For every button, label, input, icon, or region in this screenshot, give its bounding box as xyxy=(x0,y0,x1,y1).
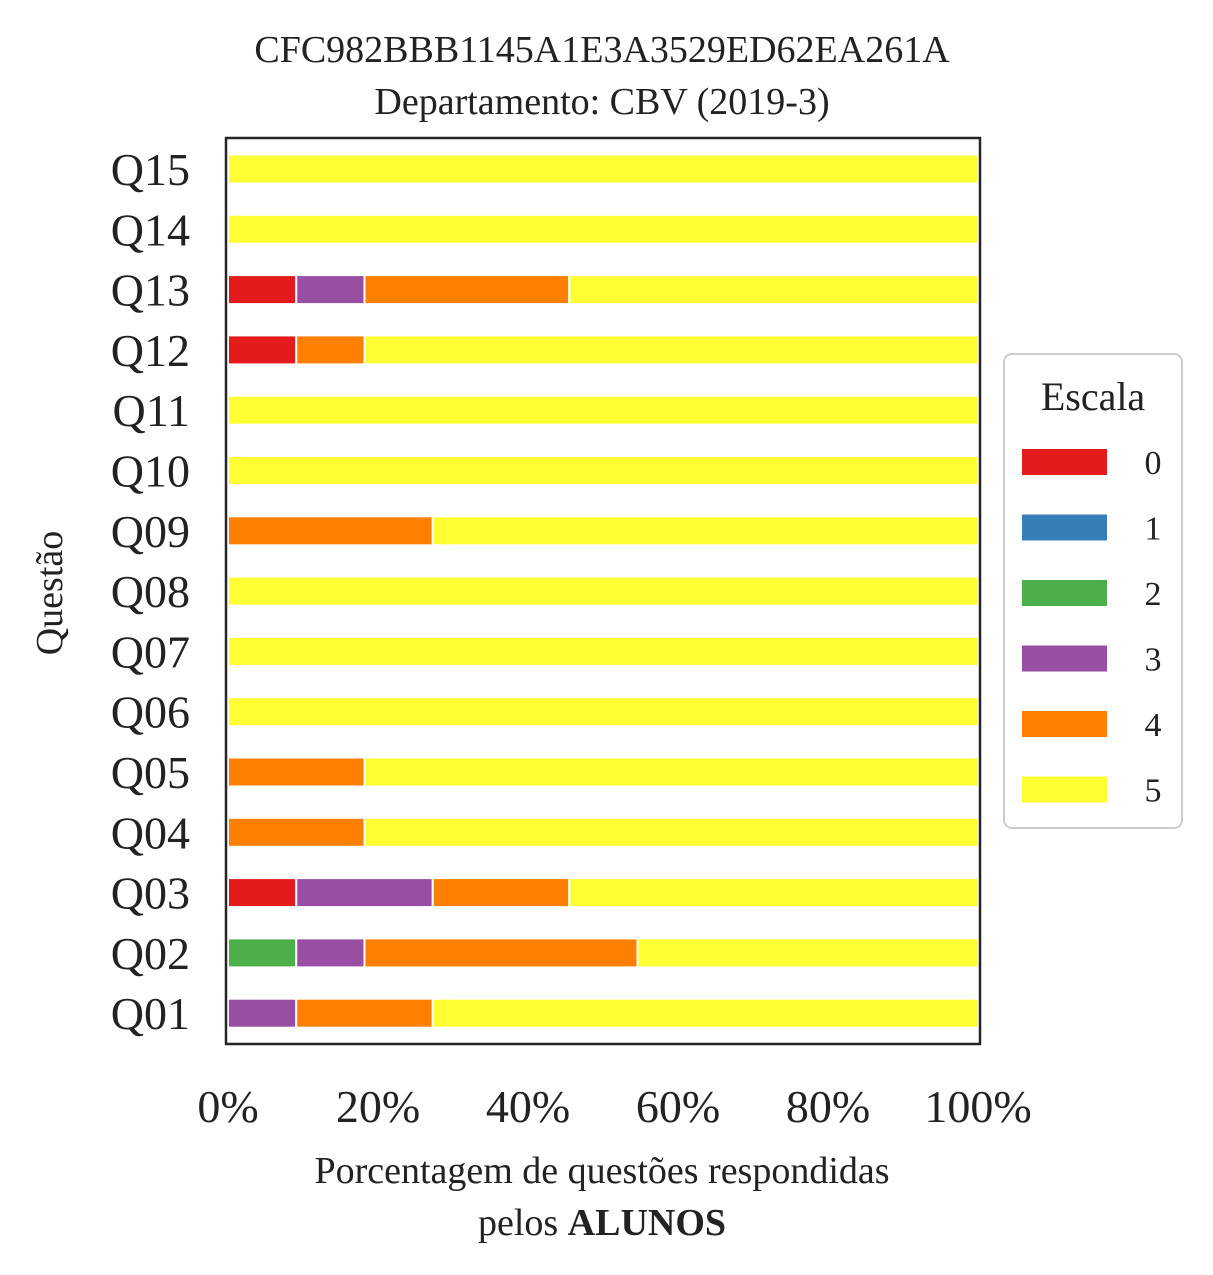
y-tick-label-q06: Q06 xyxy=(111,687,190,738)
y-tick-label-q15: Q15 xyxy=(111,144,190,195)
bar-segment-q02-scale-3 xyxy=(295,937,366,969)
legend-label-1: 1 xyxy=(1145,511,1162,548)
x-tick-label-5: 100% xyxy=(924,1081,1031,1132)
y-tick-label-q08: Q08 xyxy=(111,566,190,617)
bar-segment-q05-scale-4 xyxy=(227,756,366,788)
x-tick-label-1: 20% xyxy=(336,1081,420,1132)
legend-swatch-2 xyxy=(1022,580,1107,606)
y-tick-label-q02: Q02 xyxy=(111,928,190,979)
bar-segment-q13-scale-3 xyxy=(295,274,366,306)
y-tick-labels: Q01 Q02 Q03 Q04 Q05 Q06 Q07 Q08 Q09 Q10 Q11 Q12 Q13 Q… xyxy=(111,144,190,1039)
legend-label-5: 5 xyxy=(1145,773,1162,810)
legend-swatch-3 xyxy=(1022,645,1107,672)
y-tick-label-q07: Q07 xyxy=(111,626,190,677)
bar-segment-q11-scale-5 xyxy=(227,394,979,426)
x-tick-label-3: 60% xyxy=(636,1081,720,1132)
bar-segment-q03-scale-4 xyxy=(431,877,571,909)
bars-group xyxy=(227,153,979,1029)
bar-segment-q02-scale-4 xyxy=(363,937,639,969)
chart-title: CFC982BBB1145A1E3A3529ED62EA261A xyxy=(254,29,950,71)
y-tick-label-q09: Q09 xyxy=(111,506,190,557)
y-tick-label-q14: Q14 xyxy=(111,204,190,255)
bar-segment-q13-scale-5 xyxy=(568,274,979,306)
y-tick-label-q11: Q11 xyxy=(112,385,190,436)
bar-segment-q02-scale-2 xyxy=(227,937,298,969)
bar-segment-q09-scale-5 xyxy=(431,515,979,547)
x-axis-label-line2: pelos ALUNOS xyxy=(478,1202,726,1244)
bar-segment-q12-scale-0 xyxy=(227,334,298,366)
bar-segment-q08-scale-5 xyxy=(227,575,979,607)
legend-title: Escala xyxy=(1041,374,1146,419)
y-tick-label-q05: Q05 xyxy=(111,747,190,798)
legend-items: 0 1 2 3 4 5 xyxy=(1022,445,1162,810)
bar-segment-q14-scale-5 xyxy=(227,213,979,245)
bar-segment-q10-scale-5 xyxy=(227,455,979,486)
bar-segment-q04-scale-5 xyxy=(363,816,979,848)
x-tick-label-4: 80% xyxy=(786,1081,870,1132)
bar-segment-q01-scale-5 xyxy=(431,997,979,1029)
legend-swatch-4 xyxy=(1022,711,1107,737)
bar-segment-q04-scale-4 xyxy=(227,816,366,848)
legend-label-4: 4 xyxy=(1145,707,1162,744)
y-axis-label: Questão xyxy=(29,531,71,656)
legend: Escala 0 1 2 3 4 5 xyxy=(1003,353,1183,829)
x-tick-label-0: 0% xyxy=(197,1081,258,1132)
legend-swatch-0 xyxy=(1022,449,1107,475)
bar-segment-q15-scale-5 xyxy=(227,153,979,185)
legend-label-3: 3 xyxy=(1145,642,1162,679)
x-tick-label-2: 40% xyxy=(486,1081,570,1132)
legend-swatch-5 xyxy=(1022,776,1107,803)
bar-segment-q03-scale-5 xyxy=(568,877,979,909)
bar-segment-q05-scale-5 xyxy=(363,756,979,788)
y-tick-label-q03: Q03 xyxy=(111,868,190,919)
x-tick-labels: 0% 20% 40% 60% 80% 100% xyxy=(197,1081,1031,1132)
legend-swatch-1 xyxy=(1022,514,1107,541)
y-tick-label-q04: Q04 xyxy=(111,807,190,858)
chart-subtitle: Departamento: CBV (2019-3) xyxy=(374,81,829,123)
legend-label-0: 0 xyxy=(1145,445,1162,482)
y-tick-label-q13: Q13 xyxy=(111,265,190,316)
x-axis-label-line1: Porcentagem de questões respondidas xyxy=(314,1150,889,1192)
x-axis-label-prefix: pelos xyxy=(478,1202,568,1244)
plot-frame xyxy=(224,136,982,1046)
bar-segment-q07-scale-5 xyxy=(227,635,979,667)
bar-segment-q12-scale-5 xyxy=(363,334,979,366)
bar-segment-q12-scale-4 xyxy=(295,334,366,366)
y-tick-label-q12: Q12 xyxy=(111,325,190,376)
y-tick-label-q10: Q10 xyxy=(111,446,190,497)
bar-segment-q01-scale-3 xyxy=(227,997,298,1029)
bar-segment-q01-scale-4 xyxy=(295,997,434,1029)
bar-segment-q13-scale-0 xyxy=(227,274,298,306)
bar-segment-q13-scale-4 xyxy=(363,274,571,306)
bar-segment-q09-scale-4 xyxy=(227,515,434,547)
bar-segment-q02-scale-5 xyxy=(636,937,979,969)
legend-label-2: 2 xyxy=(1145,576,1162,613)
bar-segment-q03-scale-0 xyxy=(227,877,298,909)
y-tick-label-q01: Q01 xyxy=(111,988,190,1039)
bar-segment-q03-scale-3 xyxy=(295,877,434,909)
bar-segment-q06-scale-5 xyxy=(227,696,979,728)
x-axis-label-bold: ALUNOS xyxy=(568,1202,726,1244)
